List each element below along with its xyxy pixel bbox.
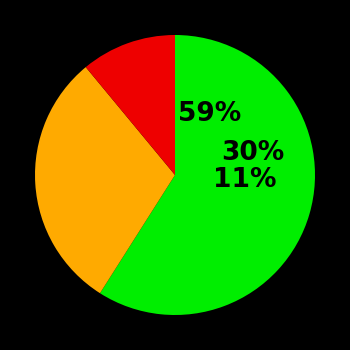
Text: 11%: 11%: [213, 168, 276, 194]
Text: 30%: 30%: [222, 140, 285, 166]
Text: 59%: 59%: [178, 101, 241, 127]
Wedge shape: [100, 35, 315, 315]
Wedge shape: [35, 67, 175, 293]
Wedge shape: [86, 35, 175, 175]
